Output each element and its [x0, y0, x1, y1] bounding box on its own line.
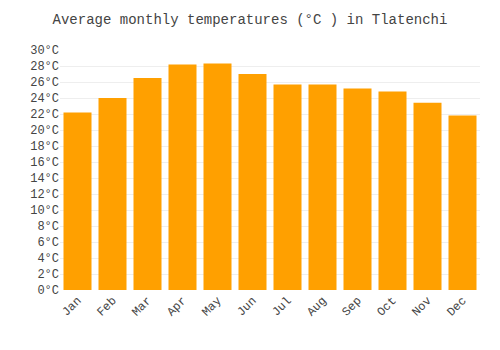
svg-text:22°C: 22°C	[30, 108, 59, 122]
svg-text:28°C: 28°C	[30, 60, 59, 74]
svg-text:Oct: Oct	[374, 294, 399, 319]
svg-text:30°C: 30°C	[30, 44, 59, 58]
svg-text:Feb: Feb	[94, 294, 119, 319]
svg-text:6°C: 6°C	[37, 236, 59, 250]
svg-text:10°C: 10°C	[30, 204, 59, 218]
svg-text:Jul: Jul	[269, 294, 294, 319]
svg-text:Sep: Sep	[339, 294, 364, 319]
svg-text:18°C: 18°C	[30, 140, 59, 154]
svg-text:May: May	[199, 294, 224, 319]
svg-text:2°C: 2°C	[37, 268, 59, 282]
svg-text:14°C: 14°C	[30, 172, 59, 186]
svg-text:Aug: Aug	[304, 294, 329, 319]
svg-text:4°C: 4°C	[37, 252, 59, 266]
svg-text:16°C: 16°C	[30, 156, 59, 170]
svg-text:Mar: Mar	[129, 294, 154, 319]
svg-text:Jun: Jun	[234, 294, 259, 319]
svg-text:0°C: 0°C	[37, 284, 59, 298]
svg-text:Nov: Nov	[409, 294, 434, 319]
svg-text:Apr: Apr	[164, 294, 189, 319]
svg-text:Average monthly temperatures (: Average monthly temperatures (°C ) in Tl…	[53, 12, 448, 28]
svg-text:12°C: 12°C	[30, 188, 59, 202]
svg-text:8°C: 8°C	[37, 220, 59, 234]
svg-text:Jan: Jan	[59, 294, 84, 319]
svg-text:Dec: Dec	[444, 294, 469, 319]
svg-text:20°C: 20°C	[30, 124, 59, 138]
svg-text:26°C: 26°C	[30, 76, 59, 90]
svg-text:24°C: 24°C	[30, 92, 59, 106]
